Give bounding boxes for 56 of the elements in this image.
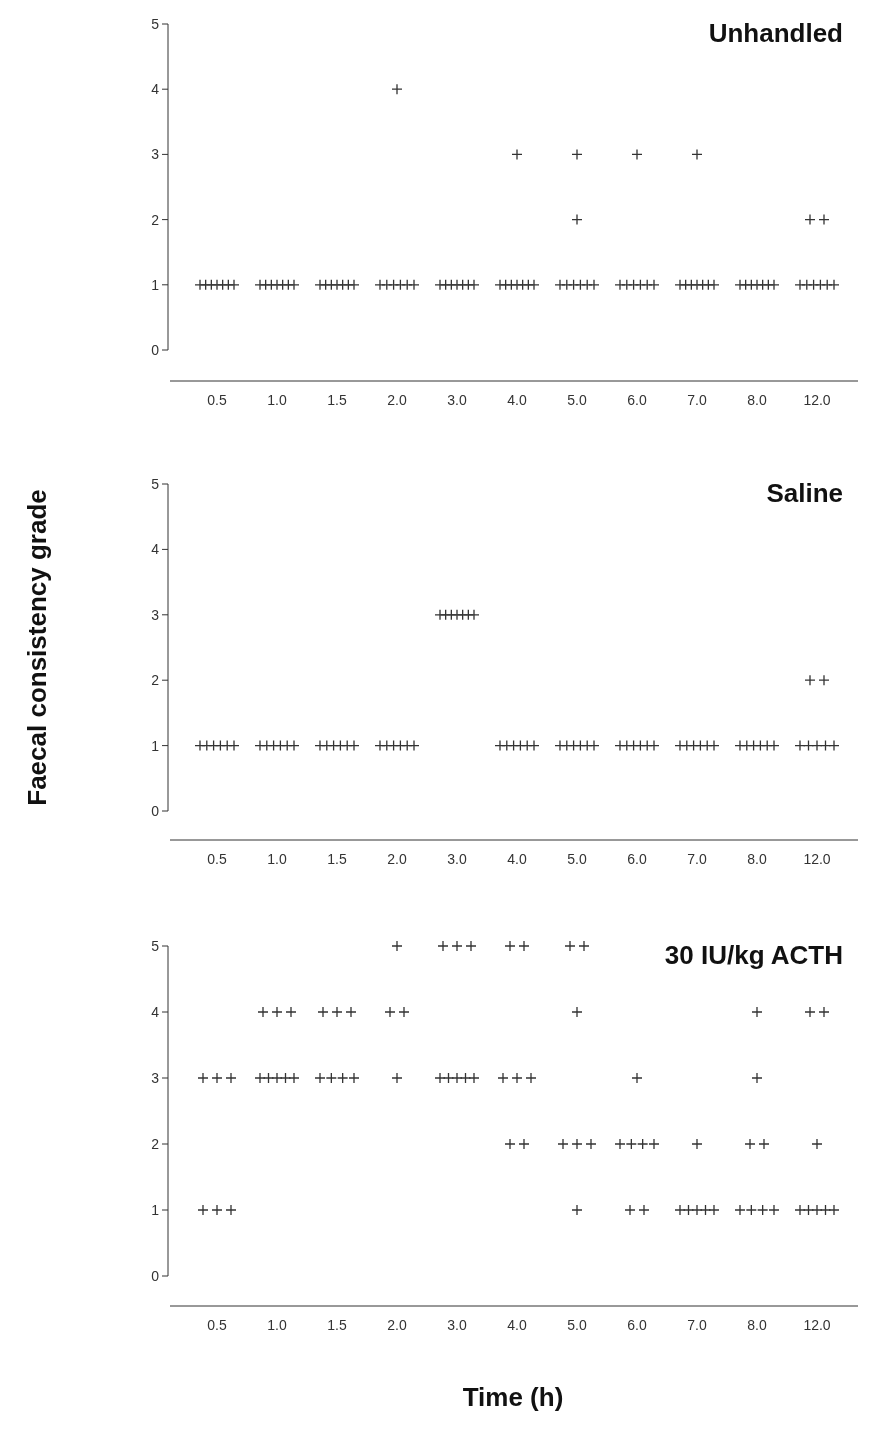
- x-tick-label: 0.5: [207, 1317, 227, 1333]
- x-tick-label: 12.0: [803, 851, 831, 867]
- x-tick-label: 2.0: [387, 851, 407, 867]
- x-tick-label: 8.0: [747, 1317, 767, 1333]
- x-tick-label: 3.0: [447, 392, 467, 408]
- y-tick-label: 2: [151, 672, 160, 689]
- x-tick-label: 1.0: [267, 851, 287, 867]
- y-tick-label: 5: [151, 475, 160, 492]
- y-tick-label: 5: [151, 15, 160, 32]
- y-tick-label: 0: [151, 341, 160, 358]
- y-tick-label: 4: [151, 541, 160, 558]
- y-tick-label: 4: [151, 1003, 160, 1020]
- y-tick-label: 3: [151, 146, 160, 163]
- x-tick-label: 0.5: [207, 851, 227, 867]
- x-tick-label: 2.0: [387, 1317, 407, 1333]
- y-tick-label: 3: [151, 606, 160, 623]
- x-tick-label: 7.0: [687, 851, 707, 867]
- x-tick-label: 0.5: [207, 392, 227, 408]
- y-tick-label: 3: [151, 1069, 160, 1086]
- x-tick-label: 7.0: [687, 392, 707, 408]
- x-tick-label: 1.5: [327, 392, 347, 408]
- x-tick-label: 4.0: [507, 851, 527, 867]
- x-tick-label: 7.0: [687, 1317, 707, 1333]
- x-tick-label: 6.0: [627, 1317, 647, 1333]
- x-tick-label: 5.0: [567, 392, 587, 408]
- y-tick-label: 1: [151, 276, 160, 293]
- y-tick-label: 5: [151, 937, 160, 954]
- y-tick-label: 2: [151, 211, 160, 228]
- x-tick-label: 1.0: [267, 1317, 287, 1333]
- x-tick-label: 2.0: [387, 392, 407, 408]
- y-tick-label: 0: [151, 1267, 160, 1284]
- chart-title: Unhandled: [708, 18, 843, 48]
- y-tick-label: 2: [151, 1135, 160, 1152]
- x-tick-label: 12.0: [803, 392, 831, 408]
- chart-title: 30 IU/kg ACTH: [664, 940, 843, 970]
- x-tick-label: 4.0: [507, 392, 527, 408]
- x-tick-label: 5.0: [567, 851, 587, 867]
- x-tick-label: 1.0: [267, 392, 287, 408]
- x-tick-label: 3.0: [447, 1317, 467, 1333]
- x-tick-label: 8.0: [747, 851, 767, 867]
- y-axis-title: Faecal consistency grade: [22, 489, 52, 806]
- x-tick-label: 1.5: [327, 851, 347, 867]
- x-tick-label: 6.0: [627, 392, 647, 408]
- x-tick-label: 3.0: [447, 851, 467, 867]
- x-tick-label: 4.0: [507, 1317, 527, 1333]
- x-tick-label: 8.0: [747, 392, 767, 408]
- y-tick-label: 4: [151, 81, 160, 98]
- x-tick-label: 5.0: [567, 1317, 587, 1333]
- x-tick-label: 1.5: [327, 1317, 347, 1333]
- chart-title: Saline: [766, 478, 843, 508]
- y-tick-label: 1: [151, 1201, 160, 1218]
- x-axis-title: Time (h): [462, 1382, 564, 1412]
- y-tick-label: 1: [151, 737, 160, 754]
- y-tick-label: 0: [151, 802, 160, 819]
- x-tick-label: 12.0: [803, 1317, 831, 1333]
- x-tick-label: 6.0: [627, 851, 647, 867]
